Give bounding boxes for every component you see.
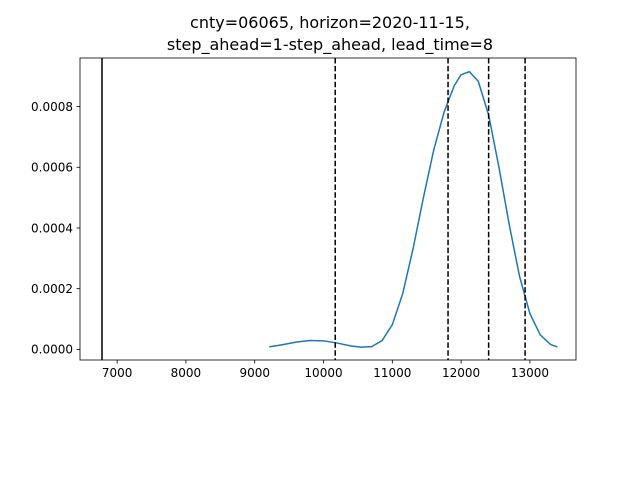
chart-title-line-1: cnty=06065, horizon=2020-11-15,: [190, 13, 470, 32]
x-tick-label-3: 10000: [304, 366, 342, 380]
y-tick-label-2: 0.0004: [31, 221, 73, 235]
plot-area: 7000 8000 9000 10000 11000 12000 13000 0.0000 0.…: [31, 57, 577, 380]
y-tick-label-4: 0.0008: [31, 100, 73, 114]
x-tick-label-1: 8000: [171, 366, 202, 380]
x-tick-label-2: 9000: [239, 366, 270, 380]
y-tick-label-1: 0.0002: [31, 282, 73, 296]
density-curve-0: [269, 70, 558, 348]
x-tick-label-0: 7000: [102, 366, 133, 380]
y-tick-label-3: 0.0006: [31, 161, 73, 175]
x-tick-label-4: 11000: [373, 366, 411, 380]
chart-title-line-2: step_ahead=1-step_ahead, lead_time=8: [167, 35, 493, 55]
x-tick-label-6: 13000: [511, 366, 549, 380]
x-tick-label-5: 12000: [442, 366, 480, 380]
y-tick-label-0: 0.0000: [31, 343, 73, 357]
axes-frame: [79, 57, 577, 361]
